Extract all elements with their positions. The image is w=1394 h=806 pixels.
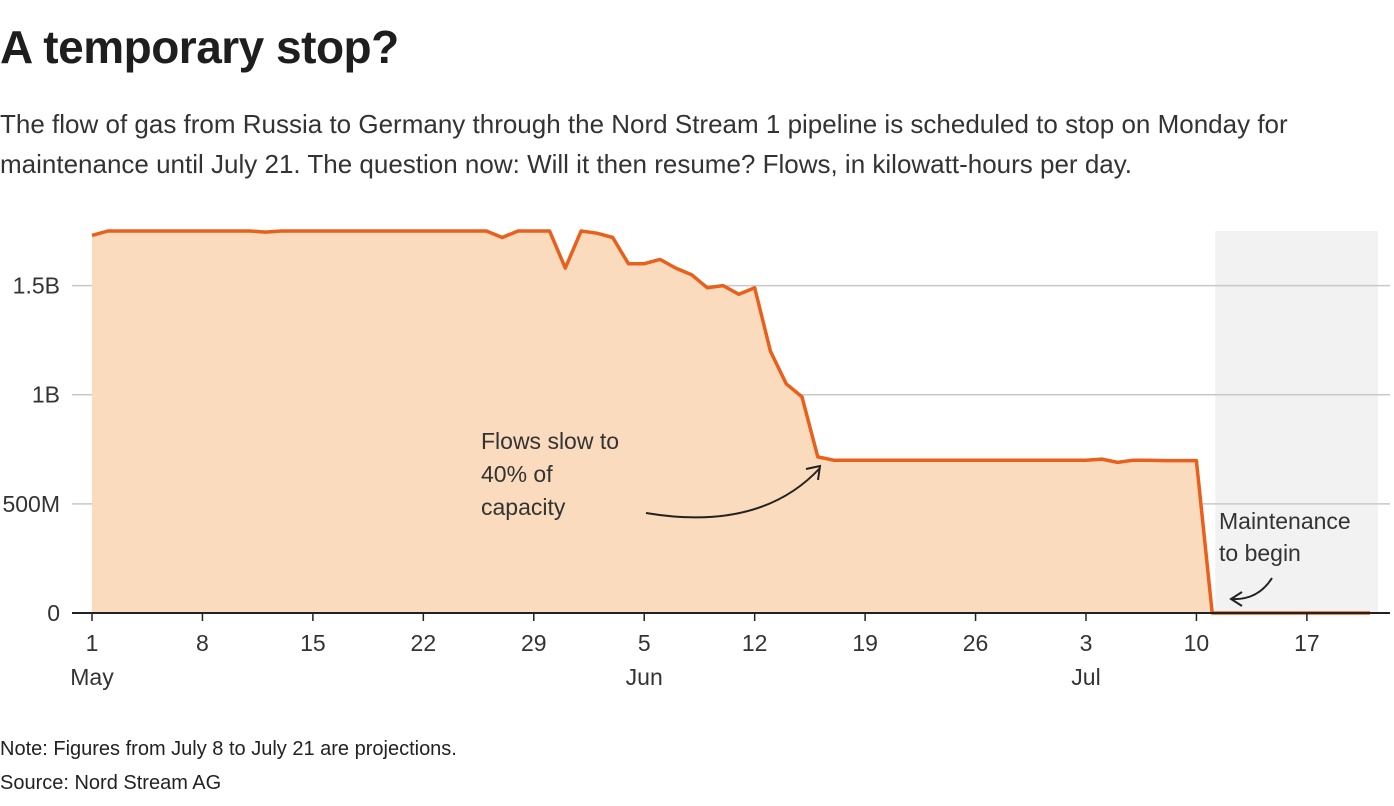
y-tick-label: 1.5B (13, 273, 60, 299)
x-tick-labels: 1 May 8 15 22 29 5 Jun 12 19 26 3 Jul 10 17 (70, 613, 1320, 690)
x-tick-label: 19 (852, 630, 878, 656)
y-tick-label: 500M (2, 491, 60, 517)
x-tick-label: 5 (638, 630, 651, 656)
x-tick-label: 10 (1184, 630, 1210, 656)
y-tick-labels: 0 500M 1B 1.5B (2, 273, 60, 626)
x-tick-label: 22 (411, 630, 437, 656)
x-tick-label: 26 (963, 630, 989, 656)
x-tick-label: 8 (196, 630, 209, 656)
x-month-label: May (70, 664, 114, 690)
x-tick-label: 17 (1294, 630, 1320, 656)
page-title: A temporary stop? (0, 21, 399, 73)
chart-source: Source: Nord Stream AG (0, 772, 222, 794)
x-month-label: Jul (1071, 664, 1100, 690)
annotation-flows-slow: Flows slow to 40% of capacity (481, 428, 625, 520)
chart-subtitle: The flow of gas from Russia to Germany t… (0, 109, 1288, 179)
flow-line (91, 229, 1370, 615)
maintenance-shaded-region (1215, 231, 1378, 613)
annotation-maintenance: Maintenance to begin (1219, 508, 1357, 566)
y-tick-label: 0 (47, 600, 60, 626)
arrowhead-flows-slow (805, 464, 822, 481)
chart-note: Note: Figures from July 8 to July 21 are… (0, 738, 457, 760)
annotation-arrow-maintenance (1230, 577, 1273, 601)
arrowhead-maintenance (1229, 591, 1243, 607)
y-tick-label: 1B (32, 382, 60, 408)
x-month-label: Jun (626, 664, 663, 690)
x-tick-label: 29 (521, 630, 547, 656)
x-tick-label: 12 (742, 630, 768, 656)
x-tick-label: 1 (86, 630, 99, 656)
flow-area (92, 231, 1370, 613)
x-tick-label: 3 (1080, 630, 1093, 656)
x-tick-label: 15 (300, 630, 326, 656)
annotation-arrow-flows-slow (645, 467, 821, 519)
